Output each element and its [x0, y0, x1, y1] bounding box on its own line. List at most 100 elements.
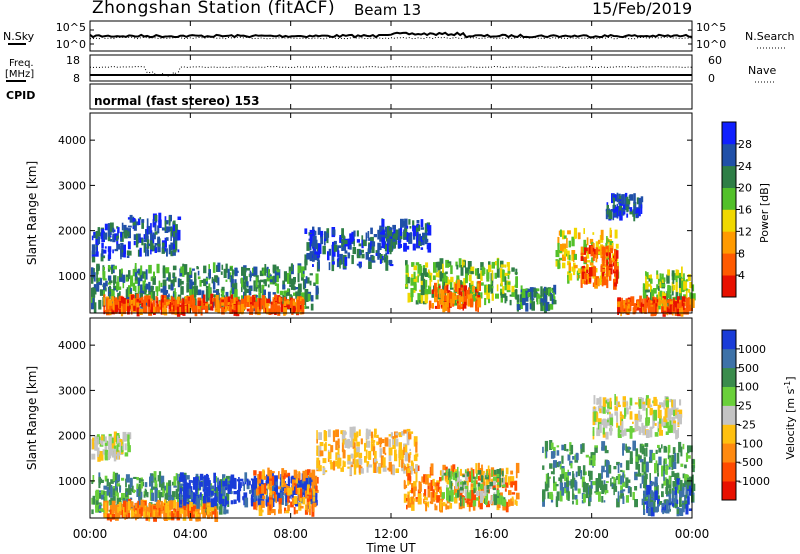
scatter-cell: [643, 457, 646, 468]
scatter-cell: [646, 299, 649, 305]
scatter-cell: [388, 447, 393, 456]
scatter-cell: [95, 246, 98, 253]
scatter-cell: [347, 438, 350, 449]
scatter-cell: [595, 478, 600, 489]
scatter-cell: [685, 297, 689, 308]
scatter-cell: [135, 511, 139, 519]
scatter-cell: [199, 473, 204, 481]
scatter-cell: [550, 442, 554, 450]
scatter-cell: [173, 500, 177, 509]
scatter-cell: [91, 509, 94, 515]
scatter-cell: [577, 232, 581, 240]
scatter-cell: [258, 280, 261, 291]
scatter-cell: [429, 275, 431, 281]
scatter-cell: [103, 297, 105, 306]
scatter-cell: [444, 285, 447, 294]
scatter-cell: [361, 249, 364, 253]
scatter-cell: [447, 279, 451, 285]
scatter-cell: [560, 229, 562, 237]
scatter-cell: [337, 457, 342, 467]
scatter-cell: [390, 237, 392, 241]
scatter-cell: [573, 227, 578, 239]
scatter-cell: [515, 500, 518, 506]
scatter-cell: [674, 494, 678, 504]
scatter-cell: [600, 265, 603, 272]
scatter-cell: [657, 305, 661, 310]
scatter-cell: [388, 226, 392, 231]
scatter-cell: [659, 273, 662, 282]
scatter-cell: [233, 297, 238, 304]
scatter-cell: [662, 509, 665, 515]
scatter-cell: [457, 279, 461, 291]
scatter-cell: [674, 301, 678, 312]
scatter-cell: [661, 283, 666, 288]
scatter-cell: [515, 492, 520, 500]
scatter-cell: [121, 441, 124, 452]
scatter-cell: [157, 499, 161, 511]
scatter-cell: [289, 274, 292, 284]
scatter-cell: [168, 485, 172, 496]
scatter-cell: [162, 285, 167, 296]
scatter-cell: [270, 304, 274, 313]
scatter-cell: [454, 496, 458, 504]
scatter-cell: [669, 420, 672, 429]
scatter-cell: [101, 248, 104, 257]
scatter-cell: [124, 230, 128, 239]
scatter-cell: [243, 267, 247, 277]
scatter-cell: [150, 292, 154, 301]
scatter-cell: [176, 502, 179, 512]
scatter-cell: [125, 474, 130, 483]
scatter-cell: [314, 239, 318, 250]
power-ylabel: Slant Range [km]: [25, 161, 39, 265]
scatter-cell: [460, 480, 464, 485]
scatter-cell: [105, 280, 108, 287]
scatter-cell: [556, 463, 560, 468]
scatter-cell: [165, 267, 170, 274]
scatter-cell: [637, 301, 639, 307]
scatter-cell: [331, 260, 335, 272]
scatter-cell: [208, 288, 212, 298]
scatter-cell: [422, 268, 427, 276]
scatter-cell: [199, 492, 202, 498]
scatter-cell: [649, 407, 653, 416]
scatter-cell: [487, 473, 491, 482]
scatter-cell: [316, 258, 320, 261]
scatter-cell: [367, 231, 370, 238]
scatter-cell: [653, 501, 656, 513]
scatter-cell: [107, 246, 112, 252]
scatter-cell: [350, 433, 354, 444]
scatter-cell: [473, 297, 477, 300]
scatter-cell: [309, 273, 313, 276]
scatter-cell: [112, 233, 116, 240]
scatter-cell: [680, 307, 684, 317]
scatter-cell: [400, 224, 403, 235]
scatter-cell: [155, 296, 158, 302]
scatter-cell: [663, 277, 666, 282]
scatter-cell: [107, 268, 111, 272]
scatter-cell: [580, 279, 583, 288]
scatter-cell: [661, 273, 664, 285]
scatter-cell: [460, 284, 464, 290]
scatter-cell: [255, 478, 259, 483]
scatter-cell: [680, 463, 684, 467]
scatter-cell: [500, 277, 503, 286]
scatter-cell: [373, 234, 377, 238]
scatter-cell: [638, 414, 642, 419]
scatter-cell: [227, 296, 231, 306]
nave-label: Nave: [748, 64, 776, 77]
scatter-cell: [183, 514, 187, 518]
scatter-cell: [421, 476, 425, 483]
scatter-cell: [221, 291, 225, 300]
scatter-cell: [155, 297, 159, 309]
scatter-cell: [644, 443, 649, 447]
scatter-cell: [596, 431, 600, 436]
scatter-cell: [667, 425, 671, 434]
scatter-cell: [413, 498, 416, 502]
scatter-cell: [638, 206, 641, 217]
scatter-cell: [289, 270, 292, 275]
scatter-cell: [173, 305, 175, 312]
scatter-cell: [250, 494, 253, 500]
scatter-cell: [116, 474, 120, 482]
scatter-cell: [258, 309, 262, 312]
scatter-cell: [497, 477, 500, 487]
